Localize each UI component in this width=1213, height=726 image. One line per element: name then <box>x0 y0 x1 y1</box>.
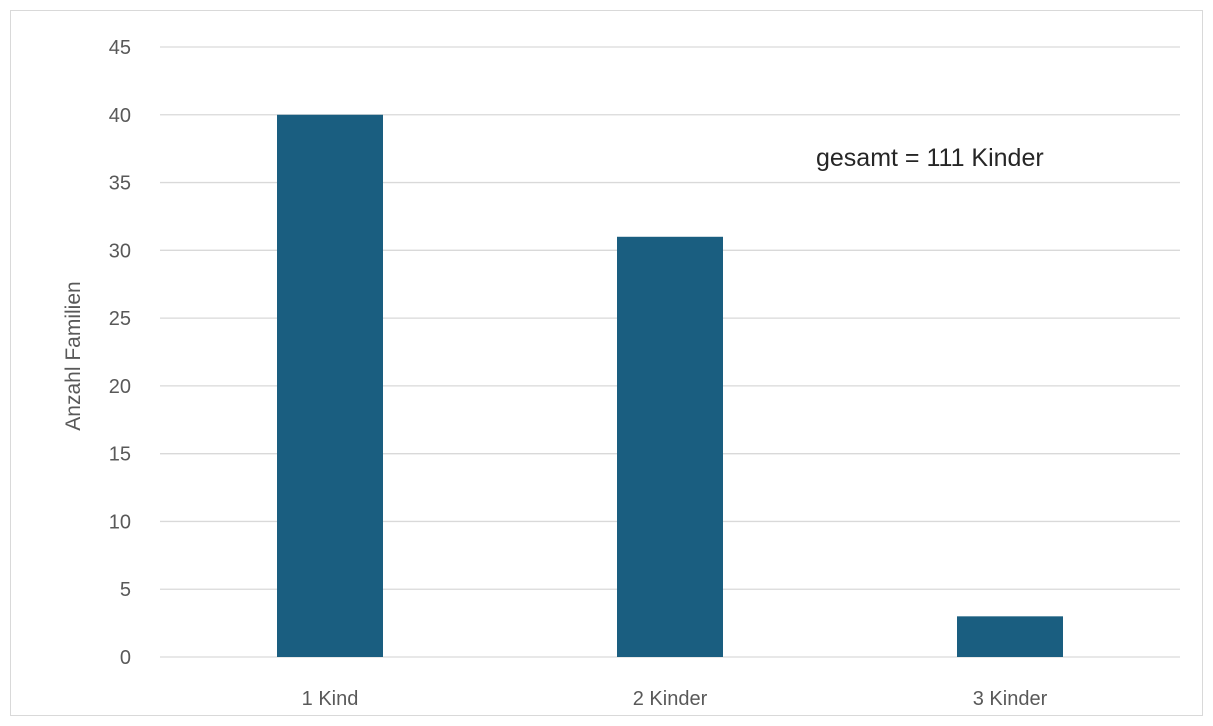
chart-area <box>10 10 1203 716</box>
x-tick-label: 3 Kinder <box>973 688 1048 710</box>
x-tick-label: 2 Kinder <box>633 688 708 710</box>
x-axis-ticks: 1 Kind 2 Kinder 3 Kinder <box>302 688 1048 710</box>
x-tick-label: 1 Kind <box>302 688 359 710</box>
bars <box>277 114 1063 658</box>
y-tick-label: 10 <box>109 511 131 533</box>
y-tick-label: 25 <box>109 308 131 330</box>
y-tick-label: 0 <box>120 647 131 669</box>
bar <box>957 616 1063 657</box>
y-tick-label: 45 <box>109 37 131 59</box>
total-annotation: gesamt = 111 Kinder <box>816 144 1044 172</box>
y-tick-label: 35 <box>109 173 131 195</box>
bar <box>617 236 723 657</box>
y-tick-label: 5 <box>120 579 131 601</box>
bar <box>277 114 383 658</box>
y-tick-label: 40 <box>109 105 131 127</box>
y-axis-title: Anzahl Familien <box>62 281 85 430</box>
y-tick-label: 30 <box>109 240 131 262</box>
y-axis-ticks: 0 5 10 15 20 25 30 35 40 45 <box>109 37 131 669</box>
y-tick-label: 20 <box>109 376 131 398</box>
y-tick-label: 15 <box>109 444 131 466</box>
